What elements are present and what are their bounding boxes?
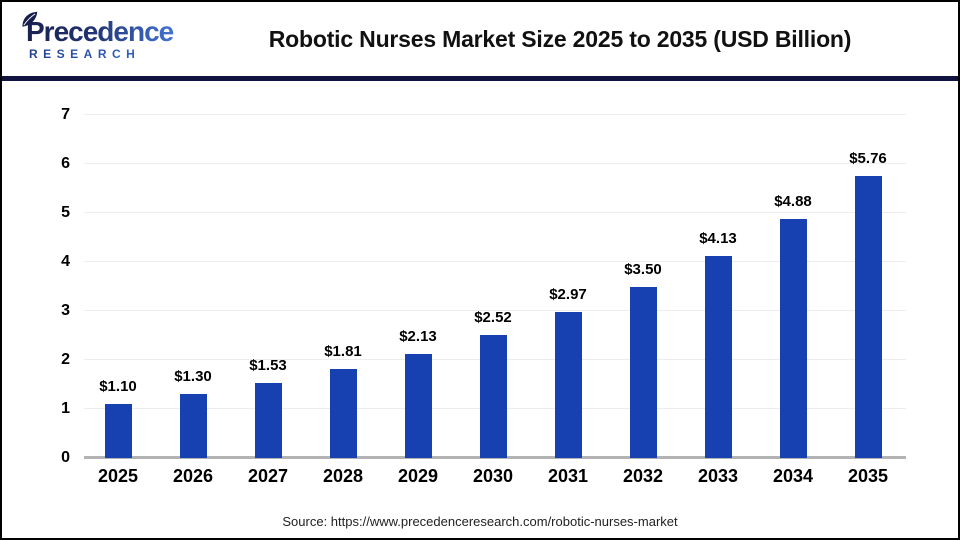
y-axis-tick-label: 2 [61, 351, 70, 368]
y-axis-tick-label: 6 [61, 155, 70, 172]
bar-2030 [479, 334, 507, 458]
bar-value-label: $3.50 [624, 260, 662, 278]
x-axis-tick-label: 2027 [247, 466, 289, 486]
y-axis-tick-label: 1 [61, 400, 70, 417]
page-title: Robotic Nurses Market Size 2025 to 2035 … [268, 25, 852, 52]
x-axis-tick-label: 2031 [547, 466, 589, 486]
x-axis-tick-label: 2028 [322, 466, 364, 486]
bar-value-label: $2.52 [474, 308, 512, 326]
y-axis-tick-label: 7 [61, 106, 70, 123]
x-axis-tick-label: 2030 [472, 466, 514, 486]
bar-2028 [329, 369, 357, 458]
y-axis-tick-label: 5 [61, 204, 70, 221]
bar-value-label: $4.13 [699, 229, 737, 247]
y-axis-tick-label: 3 [61, 302, 70, 319]
x-axis-tick-label: 2033 [697, 466, 739, 486]
gridline [84, 212, 906, 213]
bar-value-label: $4.88 [774, 192, 812, 210]
bar-2031 [554, 312, 582, 458]
bar-2032 [629, 286, 657, 458]
bar-value-label: $2.97 [549, 286, 587, 304]
bar-2025 [104, 404, 132, 458]
gridline [84, 114, 906, 115]
x-axis-tick-label: 2035 [847, 466, 889, 486]
x-axis-tick-label: 2034 [772, 466, 814, 486]
bar-value-label: $1.53 [249, 357, 287, 375]
y-axis-tick-label: 0 [61, 449, 70, 466]
bar-2026 [179, 394, 207, 458]
bar-value-label: $1.81 [324, 343, 362, 361]
source-note: Source: https://www.precedenceresearch.c… [282, 514, 678, 529]
bar-value-label: $5.76 [849, 149, 887, 167]
bar-2027 [254, 383, 282, 458]
y-axis-tick-label: 4 [61, 253, 70, 270]
plot-area: 0 1 2 3 4 5 6 7 $1.10 2025 $1.30 2026 $1.53 2027 $1.81… [61, 106, 906, 486]
header: Precedence RESEARCH Robotic Nurses Marke… [2, 2, 958, 81]
chart-area: 0 1 2 3 4 5 6 7 $1.10 2025 $1.30 2026 $1.53 2027 $1.81… [2, 86, 958, 538]
bar-value-label: $1.30 [174, 368, 212, 386]
x-axis-tick-label: 2025 [97, 466, 139, 486]
bar-2034 [779, 218, 807, 458]
logo-subtitle: RESEARCH [26, 47, 207, 61]
gridline [84, 163, 906, 164]
bar-2033 [704, 255, 732, 458]
bar-2029 [404, 353, 432, 458]
bar-2035 [854, 175, 882, 458]
x-axis-tick-label: 2032 [622, 466, 664, 486]
bar-value-label: $2.13 [399, 327, 437, 345]
bar-value-label: $1.10 [99, 378, 137, 396]
x-axis-tick-label: 2029 [397, 466, 439, 486]
x-axis-tick-label: 2026 [172, 466, 214, 486]
gridline [84, 261, 906, 262]
gridline [84, 310, 906, 311]
precedence-research-logo: Precedence RESEARCH [22, 11, 207, 61]
logo-wordmark: Precedence [26, 16, 207, 46]
